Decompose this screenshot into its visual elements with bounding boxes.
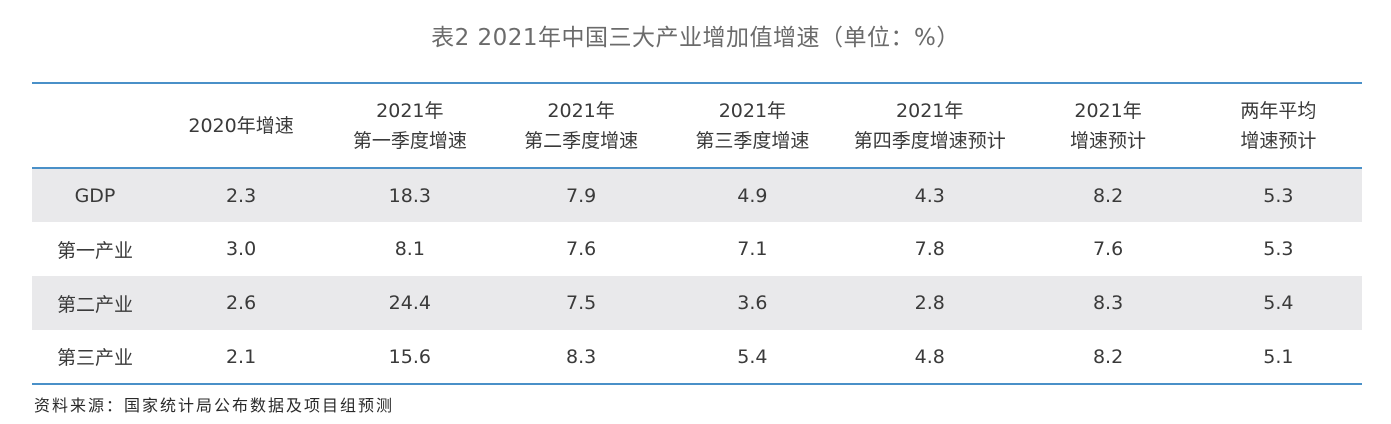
table-cell: 5.3 [1263, 184, 1294, 207]
table-cell: 2.8 [914, 292, 945, 314]
table-row-tertiary: 第三产业 2.1 15.6 8.3 5.4 4.8 8.2 5.1 [32, 330, 1362, 384]
table-cell: 3.0 [225, 238, 257, 260]
table-cell: 3.6 [737, 292, 768, 314]
row-label: 第三产业 [56, 347, 133, 369]
table-cell: 5.1 [1263, 345, 1294, 368]
table-cell: 4.9 [737, 184, 768, 207]
table-cell: 8.2 [1092, 345, 1124, 368]
table-row-primary: 第一产业 3.0 8.1 7.6 7.1 7.8 7.6 5.3 [32, 222, 1362, 276]
table-cell: 7.6 [1092, 238, 1124, 260]
source-note: 资料来源：国家统计局公布数据及项目组预测 [34, 396, 395, 415]
table-cell: 4.3 [914, 184, 945, 207]
data-table-container: 2020年增速 2021年 第一季度增速 2021年 第二季度增速 2021年 第三季… [32, 82, 1362, 385]
header-cell: 2021年 第四季度增速预计 [853, 99, 1006, 152]
header-cell: 2021年 第二季度增速 [524, 99, 639, 152]
table-cell: 8.2 [1092, 184, 1124, 207]
table-cell: 7.1 [737, 238, 768, 260]
table-cell: 7.8 [914, 238, 945, 260]
table-cell: 8.3 [1092, 292, 1124, 314]
header-cell: 2020年增速 [188, 114, 294, 137]
header-cell: 2021年 增速预计 [1070, 99, 1147, 152]
data-table: 2020年增速 2021年 第一季度增速 2021年 第二季度增速 2021年 第三季… [32, 82, 1362, 385]
table-cell: 5.4 [1263, 292, 1294, 314]
header-row: 2020年增速 2021年 第一季度增速 2021年 第二季度增速 2021年 第三季… [32, 83, 1362, 168]
header-cell: 两年平均 增速预计 [1240, 99, 1317, 152]
table-cell: 24.4 [388, 292, 431, 314]
table-row-gdp: GDP 2.3 18.3 7.9 4.9 4.3 8.2 5.3 [32, 168, 1362, 222]
table-cell: 15.6 [388, 345, 431, 368]
header-cell: 2021年 第三季度增速 [695, 99, 810, 152]
row-label: 第二产业 [56, 293, 133, 316]
table-cell: 2.1 [225, 345, 257, 368]
table-cell: 7.6 [566, 238, 597, 260]
table-cell: 4.8 [914, 345, 945, 368]
table-cell: 7.9 [566, 184, 597, 207]
header-corner [32, 83, 158, 168]
table-cell: 5.3 [1263, 238, 1294, 260]
row-label: 第一产业 [56, 239, 133, 262]
table-cell: 8.1 [394, 238, 425, 260]
table-cell: 8.3 [566, 345, 597, 368]
table-cell: 2.3 [225, 184, 257, 207]
header-cell: 2021年 第一季度增速 [352, 99, 467, 152]
table-title: 表2 2021年中国三大产业增加值增速（单位：%） [431, 25, 960, 51]
table-cell: 5.4 [737, 345, 768, 368]
table-cell: 2.6 [225, 292, 257, 314]
table-row-secondary: 第二产业 2.6 24.4 7.5 3.6 2.8 8.3 5.4 [32, 276, 1362, 330]
table-cell: 7.5 [566, 292, 597, 314]
table-cell: 18.3 [388, 184, 431, 207]
row-label: GDP [74, 184, 116, 207]
